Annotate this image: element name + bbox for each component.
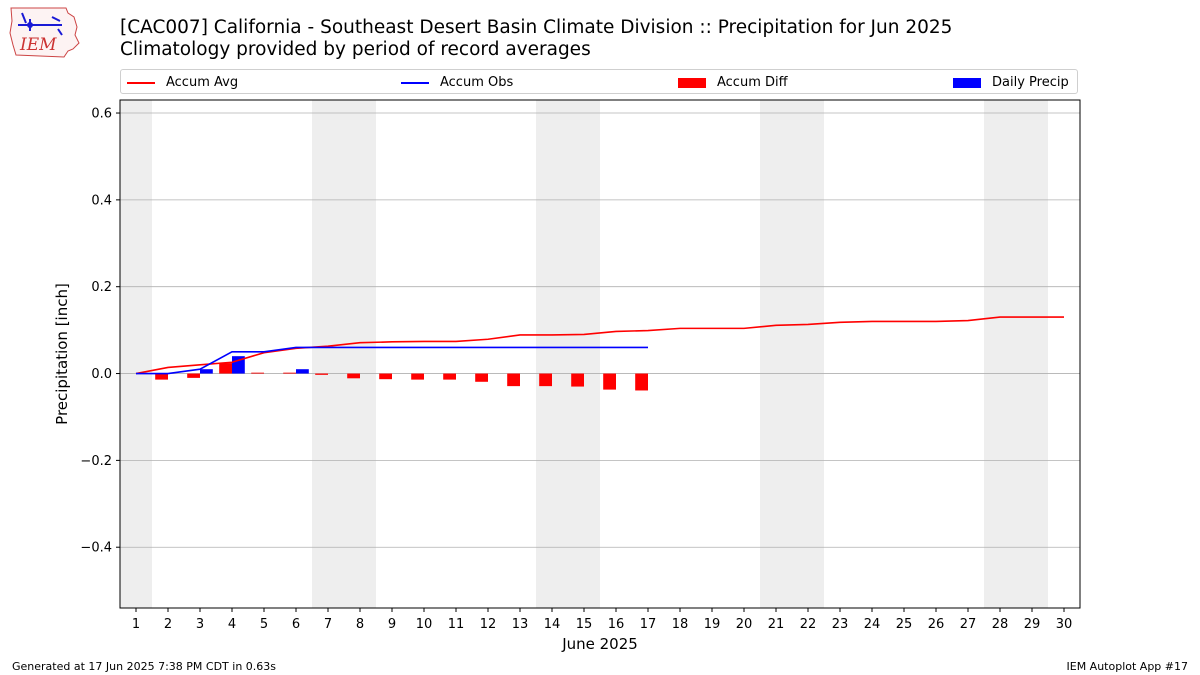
x-tick-label: 15 — [576, 617, 593, 632]
x-tick-label: 12 — [480, 617, 497, 632]
x-tick-label: 8 — [356, 617, 364, 632]
weekend-shade — [1016, 100, 1048, 608]
y-tick-label: 0.4 — [91, 193, 112, 208]
x-tick-label: 18 — [672, 617, 689, 632]
x-tick-label: 22 — [800, 617, 817, 632]
legend-item-accum-avg: Accum Avg — [127, 70, 238, 95]
x-tick-label: 13 — [512, 617, 529, 632]
accum-diff-bar — [379, 373, 392, 380]
accum-diff-bar — [411, 373, 424, 380]
x-tick-label: 4 — [228, 617, 236, 632]
weekend-shade — [792, 100, 824, 608]
legend-label-accum-avg: Accum Avg — [166, 75, 239, 90]
plot-frame — [119, 99, 1081, 609]
accum-diff-bar — [603, 373, 616, 390]
y-tick-label: −0.4 — [80, 541, 112, 556]
x-tick-label: 17 — [640, 617, 657, 632]
accum-diff-bar — [315, 373, 328, 375]
accum-avg-line — [135, 316, 1064, 375]
weekend-shade — [568, 100, 600, 608]
accum-diff-bar — [347, 373, 360, 379]
accum-diff-bar — [187, 373, 200, 378]
x-tick-label: 3 — [196, 617, 204, 632]
accum-diff-bar — [475, 373, 488, 382]
title-line-1: [CAC007] California - Southeast Desert B… — [120, 17, 953, 38]
accum-diff-bar — [251, 372, 264, 374]
y-tick-label: −0.2 — [80, 454, 112, 469]
x-tick-label: 29 — [1024, 617, 1041, 632]
weekend-shade — [536, 100, 568, 608]
x-tick-label: 23 — [832, 617, 849, 632]
x-tick-label: 16 — [608, 617, 625, 632]
x-tick-label: 9 — [388, 617, 396, 632]
x-tick-label: 7 — [324, 617, 332, 632]
accum-diff-bar — [283, 372, 296, 374]
daily-precip-bar — [200, 369, 213, 374]
weekend-shade — [344, 100, 376, 608]
weekend-shade — [120, 100, 152, 608]
x-tick-label: 26 — [928, 617, 945, 632]
accum-obs-swatch — [401, 81, 429, 84]
accum-diff-bar — [219, 363, 232, 374]
chart-title: [CAC007] California - Southeast Desert B… — [120, 17, 952, 61]
x-tick-label: 27 — [960, 617, 977, 632]
y-tick-label: 0.0 — [91, 367, 112, 382]
footer-generated: Generated at 17 Jun 2025 7:38 PM CDT in … — [12, 660, 277, 673]
iowa-outline-shape — [9, 7, 80, 58]
x-tick-label: 20 — [736, 617, 753, 632]
x-tick-label: 21 — [768, 617, 785, 632]
x-tick-label: 25 — [896, 617, 913, 632]
x-tick-label: 30 — [1056, 617, 1073, 632]
weekend-shade — [984, 100, 1016, 608]
x-tick-label: 1 — [132, 617, 140, 632]
legend: Accum Avg Accum Obs Accum Diff Daily Pre… — [120, 69, 1078, 94]
daily-precip-swatch — [953, 77, 981, 88]
x-tick-label: 5 — [260, 617, 268, 632]
legend-label-accum-obs: Accum Obs — [440, 75, 514, 90]
x-tick-label: 2 — [164, 617, 172, 632]
legend-label-accum-diff: Accum Diff — [717, 75, 788, 90]
y-axis-label: Precipitation [inch] — [53, 283, 71, 425]
iem-logo: IEM — [9, 7, 80, 58]
accum-diff-bar — [443, 373, 456, 380]
x-tick-label: 24 — [864, 617, 881, 632]
accum-diff-bar — [635, 373, 648, 391]
logo-text: IEM — [19, 35, 57, 55]
x-tick-label: 14 — [544, 617, 561, 632]
accum-diff-bar — [539, 373, 552, 387]
legend-item-daily-precip: Daily Precip — [953, 70, 1069, 95]
x-tick-label: 11 — [448, 617, 465, 632]
legend-label-daily-precip: Daily Precip — [992, 75, 1069, 90]
footer-app: IEM Autoplot App #17 — [1066, 660, 1189, 673]
x-tick-label: 28 — [992, 617, 1009, 632]
x-axis-label: June 2025 — [561, 635, 638, 653]
x-tick-label: 19 — [704, 617, 721, 632]
x-tick-label: 10 — [416, 617, 433, 632]
weekend-shade — [312, 100, 344, 608]
legend-item-accum-diff: Accum Diff — [678, 70, 788, 95]
legend-item-accum-obs: Accum Obs — [401, 70, 513, 95]
daily-precip-bar — [296, 369, 309, 374]
accum-diff-bar — [571, 373, 584, 387]
weekend-shade — [760, 100, 792, 608]
accum-diff-bar — [155, 373, 168, 380]
accum-diff-bar — [507, 373, 520, 387]
accum-avg-swatch — [127, 81, 155, 84]
y-tick-label: 0.2 — [91, 280, 112, 295]
accum-obs-line — [136, 346, 648, 375]
title-line-2: Climatology provided by period of record… — [120, 39, 591, 60]
x-tick-label: 6 — [292, 617, 300, 632]
y-tick-label: 0.6 — [91, 107, 112, 122]
accum-diff-swatch — [678, 77, 706, 88]
